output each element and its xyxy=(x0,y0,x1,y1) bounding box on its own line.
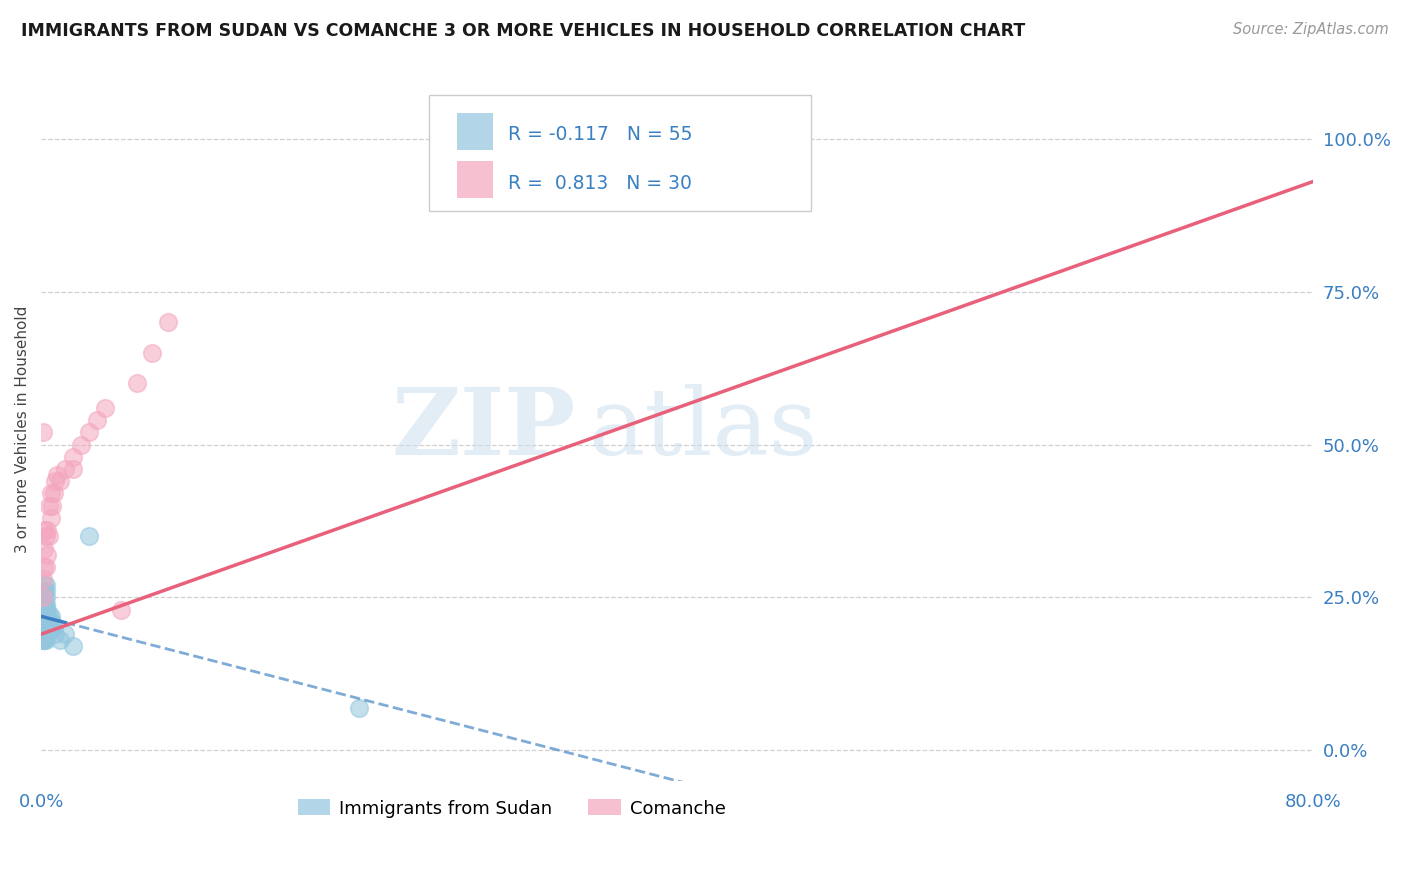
Point xyxy=(34,621,56,635)
Point xyxy=(35,578,58,592)
Point xyxy=(38,499,60,513)
Point xyxy=(38,608,60,623)
Point xyxy=(35,633,58,648)
Point xyxy=(35,597,58,611)
Point xyxy=(34,584,56,599)
Point xyxy=(86,413,108,427)
Point xyxy=(34,578,56,592)
Point xyxy=(37,603,59,617)
Point xyxy=(35,584,58,599)
Point xyxy=(34,597,56,611)
Point xyxy=(37,548,59,562)
Point xyxy=(35,627,58,641)
Point xyxy=(31,608,53,623)
Point xyxy=(31,621,53,635)
Point xyxy=(125,376,148,391)
Point xyxy=(31,608,53,623)
Point xyxy=(31,633,53,648)
Point xyxy=(35,591,58,605)
Point xyxy=(44,627,66,641)
Point xyxy=(62,462,84,476)
FancyBboxPatch shape xyxy=(429,95,811,211)
Point xyxy=(42,621,65,635)
Point xyxy=(34,523,56,537)
Text: R = -0.117   N = 55: R = -0.117 N = 55 xyxy=(508,125,693,145)
Point xyxy=(62,450,84,464)
Legend: Immigrants from Sudan, Comanche: Immigrants from Sudan, Comanche xyxy=(291,792,733,825)
Point xyxy=(347,700,370,714)
Point xyxy=(31,425,53,440)
Point xyxy=(31,615,53,629)
Point xyxy=(44,474,66,488)
Point xyxy=(31,591,53,605)
Point xyxy=(93,401,115,415)
FancyBboxPatch shape xyxy=(457,161,492,198)
Point xyxy=(49,474,72,488)
Point xyxy=(46,468,69,483)
Text: IMMIGRANTS FROM SUDAN VS COMANCHE 3 OR MORE VEHICLES IN HOUSEHOLD CORRELATION CH: IMMIGRANTS FROM SUDAN VS COMANCHE 3 OR M… xyxy=(21,22,1025,40)
FancyBboxPatch shape xyxy=(457,113,492,150)
Point xyxy=(42,486,65,500)
Point xyxy=(31,633,53,648)
Point xyxy=(35,560,58,574)
Point xyxy=(34,591,56,605)
Point xyxy=(157,315,180,329)
Point xyxy=(35,603,58,617)
Point xyxy=(34,560,56,574)
Y-axis label: 3 or more Vehicles in Household: 3 or more Vehicles in Household xyxy=(15,306,30,553)
Point xyxy=(31,615,53,629)
Point xyxy=(38,621,60,635)
Point xyxy=(34,603,56,617)
Point xyxy=(39,511,62,525)
Point xyxy=(77,529,100,543)
Text: ZIP: ZIP xyxy=(391,384,575,475)
Point xyxy=(31,591,53,605)
Point xyxy=(110,603,132,617)
Point xyxy=(35,615,58,629)
Point xyxy=(38,529,60,543)
Point xyxy=(31,597,53,611)
Point xyxy=(31,621,53,635)
Point xyxy=(34,633,56,648)
Point xyxy=(35,608,58,623)
Text: atlas: atlas xyxy=(588,384,817,475)
Point xyxy=(39,621,62,635)
Point xyxy=(34,541,56,556)
Point xyxy=(31,627,53,641)
Point xyxy=(31,603,53,617)
Point xyxy=(35,529,58,543)
Point xyxy=(31,621,53,635)
Point xyxy=(141,345,163,359)
Point xyxy=(37,608,59,623)
Point xyxy=(41,615,63,629)
Point xyxy=(34,615,56,629)
Point xyxy=(34,608,56,623)
Point xyxy=(31,608,53,623)
Point xyxy=(39,608,62,623)
Point xyxy=(35,621,58,635)
Point xyxy=(53,462,76,476)
Point xyxy=(37,621,59,635)
Point xyxy=(31,603,53,617)
Point xyxy=(39,486,62,500)
Point xyxy=(77,425,100,440)
Text: R =  0.813   N = 30: R = 0.813 N = 30 xyxy=(508,174,692,194)
Point xyxy=(49,633,72,648)
Point xyxy=(41,499,63,513)
Point xyxy=(34,627,56,641)
Text: Source: ZipAtlas.com: Source: ZipAtlas.com xyxy=(1233,22,1389,37)
Point xyxy=(70,437,93,451)
Point xyxy=(31,615,53,629)
Point xyxy=(31,572,53,586)
Point xyxy=(37,523,59,537)
Point xyxy=(31,627,53,641)
Point xyxy=(31,615,53,629)
Point xyxy=(31,621,53,635)
Point xyxy=(53,627,76,641)
Point xyxy=(62,640,84,654)
Point xyxy=(31,597,53,611)
